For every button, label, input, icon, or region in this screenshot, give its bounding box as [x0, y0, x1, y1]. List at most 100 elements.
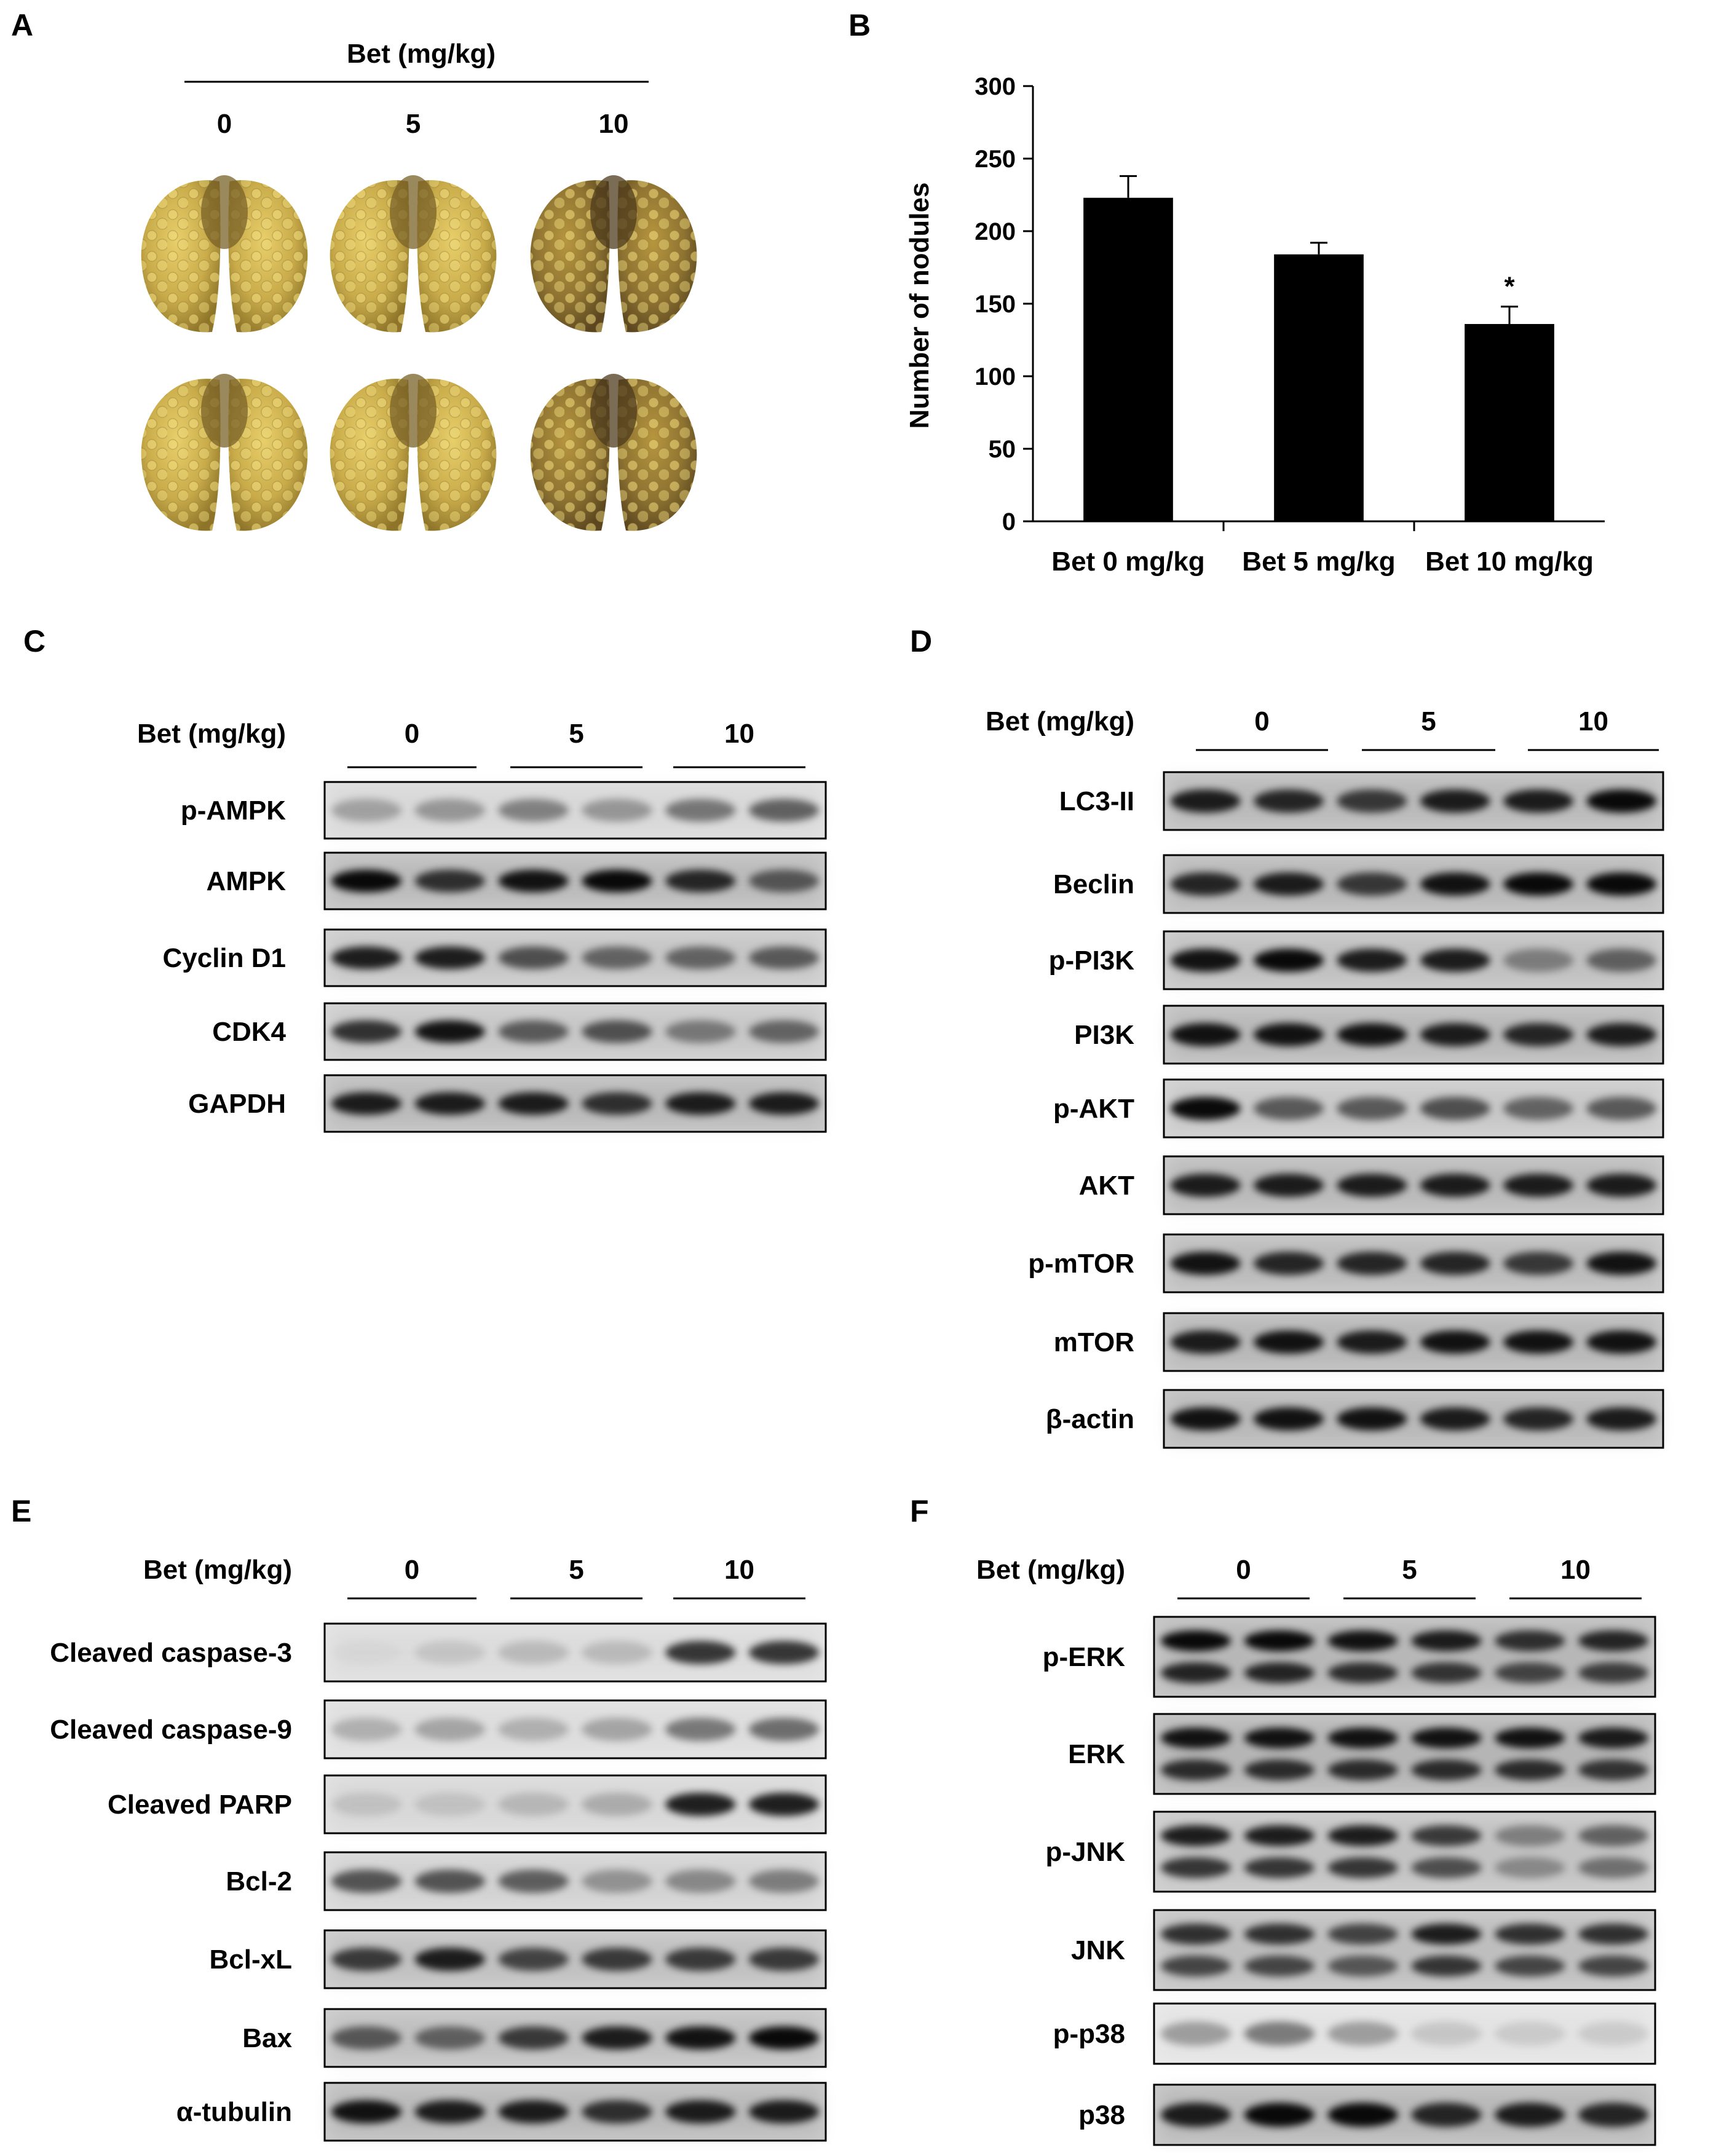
- blot-background-haze: [1160, 2010, 1649, 2058]
- blot-band: [331, 799, 401, 822]
- blot-label: p-AMPK: [181, 796, 286, 826]
- blot-band: [1411, 1728, 1482, 1748]
- blot-band: [665, 2100, 736, 2123]
- blot-band: [749, 946, 820, 969]
- blot-row-6: AKT: [1079, 1155, 1664, 1215]
- blot-background-haze: [331, 1009, 820, 1054]
- dose-label: 0: [405, 719, 419, 749]
- lung-right-nodules: [417, 180, 497, 333]
- lung-right-nodules: [228, 180, 308, 333]
- blot-row-4: CDK4: [212, 1002, 827, 1061]
- blot-band: [582, 799, 652, 822]
- blot-band: [1254, 1097, 1324, 1120]
- blot-band: [1160, 2021, 1231, 2046]
- blot-band: [749, 1870, 820, 1893]
- blot-band: [1244, 1630, 1315, 1651]
- blot-row-5: p-p38: [1053, 2002, 1656, 2065]
- blot-band: [1420, 949, 1490, 972]
- blot-band: [1244, 1857, 1315, 1878]
- blot-band: [749, 869, 820, 893]
- blot-row-3: Cyclin D1: [162, 928, 827, 987]
- panel-letter-d: D: [910, 624, 932, 658]
- blot-band: [498, 1641, 569, 1664]
- blot-band: [1420, 872, 1490, 896]
- blot-band: [1586, 872, 1657, 896]
- blot-band: [331, 946, 401, 969]
- blot-band: [582, 1948, 652, 1971]
- blot-band: [1337, 1330, 1407, 1354]
- blot-band: [1244, 1662, 1315, 1683]
- blot-band: [1586, 1174, 1657, 1197]
- lung-specimen-3: [530, 175, 697, 333]
- blot-band: [1244, 1728, 1315, 1748]
- blot-label: Bcl-2: [226, 1866, 292, 1897]
- lung-right-nodules: [617, 180, 697, 333]
- blot-label: CDK4: [212, 1017, 286, 1047]
- blot-band: [1420, 1407, 1490, 1431]
- blot-band: [582, 1793, 652, 1816]
- blot-band: [414, 1870, 485, 1893]
- y-tick-label: 200: [975, 218, 1016, 245]
- blot-row-1: p-ERK: [1043, 1616, 1656, 1698]
- blot-band: [1254, 1174, 1324, 1197]
- panel-letter-c: C: [23, 624, 45, 658]
- blot-band: [1503, 949, 1573, 972]
- blot-band: [1170, 872, 1241, 896]
- blot-band: [1495, 1857, 1565, 1878]
- blot-band: [665, 946, 736, 969]
- blot-row-4: Bcl-2: [226, 1851, 827, 1911]
- blot-band: [1411, 1630, 1482, 1651]
- blot-row-2: ERK: [1068, 1713, 1656, 1795]
- blot-band: [582, 1020, 652, 1043]
- dose-label: 10: [1578, 706, 1608, 736]
- blot-label: GAPDH: [188, 1089, 286, 1119]
- blot-label: Bax: [242, 2023, 292, 2053]
- blot-band: [1327, 1956, 1398, 1976]
- dose-label: 10: [724, 1555, 754, 1585]
- blot-band: [1254, 1330, 1324, 1354]
- dose-label: 0: [1236, 1555, 1251, 1585]
- blot-band: [1170, 1252, 1241, 1275]
- blot-band: [1337, 872, 1407, 896]
- blot-band: [665, 1718, 736, 1741]
- blot-band: [1420, 1330, 1490, 1354]
- blot-band: [498, 1948, 569, 1971]
- lung-hilum: [390, 374, 437, 448]
- blot-band: [1420, 1252, 1490, 1275]
- blot-background-haze: [1160, 2091, 1649, 2139]
- blot-band: [665, 1948, 736, 1971]
- panel-e: E Bet (mg/kg) 0 5 10 Cleaved caspase-3 Cleaved…: [11, 1494, 827, 2142]
- blot-background-haze: [331, 1858, 820, 1904]
- dose-label: 5: [569, 719, 583, 749]
- blot-row-1: Cleaved caspase-3: [50, 1622, 827, 1683]
- lung-specimen-6: [530, 374, 697, 531]
- blot-band: [1495, 1924, 1565, 1945]
- blot-band: [1327, 1924, 1398, 1945]
- blot-band: [665, 799, 736, 822]
- blot-band: [1170, 1330, 1241, 1354]
- blot-band: [1586, 949, 1657, 972]
- panel-letter-a: A: [11, 8, 33, 42]
- x-category-label-3: Bet 10 mg/kg: [1425, 547, 1594, 577]
- blot-band: [1411, 2021, 1482, 2046]
- dose-label: 5: [569, 1555, 583, 1585]
- blot-background-haze: [331, 1707, 820, 1752]
- blot-background-haze: [1170, 1012, 1657, 1057]
- lung-hilum: [590, 374, 637, 448]
- blot-label: Cleaved caspase-9: [50, 1715, 292, 1745]
- blot-band: [1495, 2021, 1565, 2046]
- blot-band: [414, 1718, 485, 1741]
- blot-row-8: mTOR: [1054, 1312, 1664, 1372]
- blot-band: [498, 1793, 569, 1816]
- y-tick-label: 300: [975, 73, 1016, 100]
- blot-band: [1420, 1023, 1490, 1046]
- blot-band: [498, 2026, 569, 2050]
- panel-letter-b: B: [848, 8, 871, 42]
- blot-band: [1503, 1174, 1573, 1197]
- blot-background-haze: [331, 1081, 820, 1126]
- blot-band: [1160, 1924, 1231, 1945]
- blot-band: [1254, 872, 1324, 896]
- blot-band: [1327, 1825, 1398, 1846]
- blot-background-haze: [1170, 1086, 1657, 1131]
- blot-band: [1244, 1956, 1315, 1976]
